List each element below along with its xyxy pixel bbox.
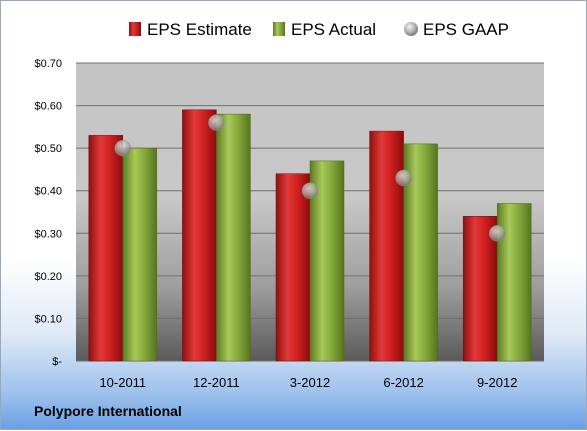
y-tick-label: $0.70 [34, 58, 62, 70]
x-tick-label: 6-2012 [383, 375, 423, 390]
x-tick-label: 10-2011 [99, 375, 146, 390]
bar-eps-actual [216, 113, 251, 362]
bar-eps-estimate [369, 130, 404, 362]
marker-eps-gaap [114, 139, 132, 157]
marker-eps-gaap [208, 114, 225, 131]
bar-eps-estimate [275, 173, 311, 362]
legend-label: EPS GAAP [423, 20, 509, 39]
y-tick-label: $0.40 [34, 186, 62, 198]
legend-label: EPS Estimate [147, 20, 252, 39]
marker-eps-gaap [301, 182, 319, 199]
x-tick-label: 12-2011 [193, 375, 240, 390]
legend-label: EPS Actual [291, 20, 376, 39]
marker-eps-gaap [395, 169, 412, 187]
legend-swatch [404, 22, 418, 36]
bar-eps-estimate [182, 109, 217, 362]
legend-swatch [273, 22, 285, 36]
y-tick-label: $0.30 [34, 228, 62, 240]
y-tick-label: $0.60 [34, 101, 62, 113]
x-axis: 10-2011 12-2011 3-2012 6-2012 9-2012 [99, 375, 517, 390]
bar-eps-actual [403, 143, 438, 362]
y-axis: $- $0.10 $0.20 $0.30 $0.40 $0.50 $0.60 $0.70 [34, 58, 62, 368]
bar-eps-estimate [88, 135, 124, 362]
marker-eps-gaap [488, 225, 506, 242]
y-tick-label: $0.20 [34, 271, 62, 283]
legend-swatch [129, 22, 141, 36]
legend: EPS Estimate EPS Actual EPS GAAP [129, 20, 509, 39]
x-tick-label: 3-2012 [290, 375, 330, 390]
bar-eps-actual [122, 147, 158, 362]
y-tick-label: $0.10 [34, 313, 62, 325]
bars [88, 109, 532, 362]
x-tick-label: 9-2012 [477, 375, 517, 390]
y-tick-label: $0.50 [34, 143, 62, 155]
gaap-markers [114, 114, 506, 242]
bar-eps-estimate [462, 216, 498, 362]
company-name: Polypore International [34, 403, 182, 419]
y-tick-label: $- [52, 356, 62, 368]
